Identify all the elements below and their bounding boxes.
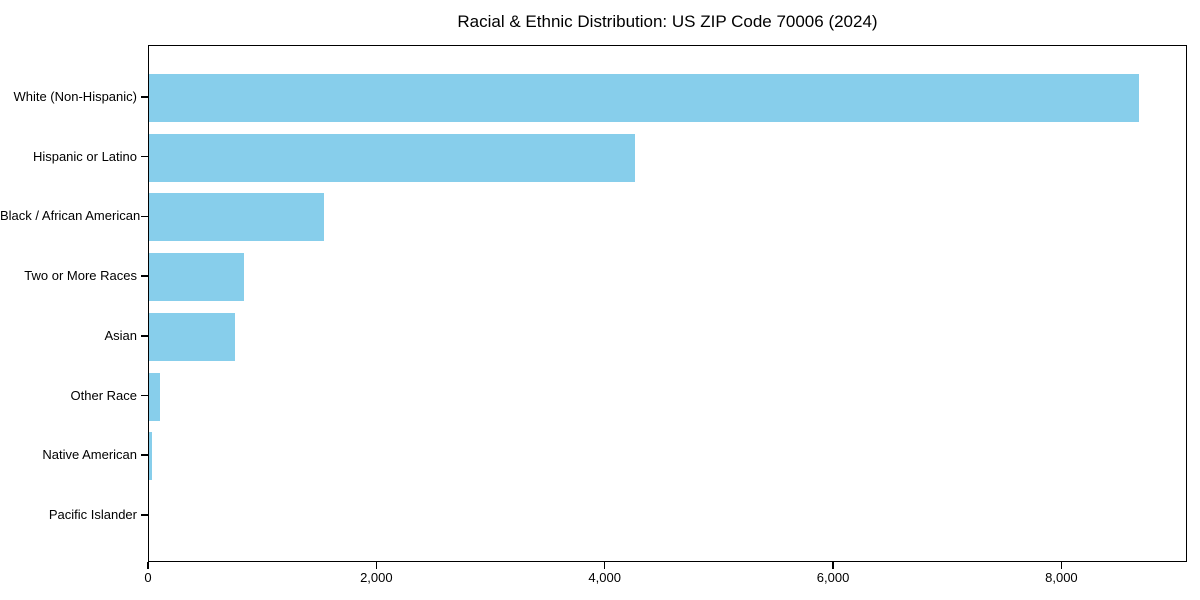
y-axis-tick-mark bbox=[141, 454, 148, 456]
y-axis-tick-mark bbox=[141, 215, 148, 218]
x-axis-tick-mark bbox=[1060, 562, 1063, 569]
y-axis-tick-mark bbox=[141, 335, 148, 337]
y-axis-tick-mark bbox=[141, 394, 148, 397]
y-axis-label-hispanic-or-latino: Hispanic or Latino bbox=[32, 148, 137, 164]
y-axis-tick-mark bbox=[141, 514, 148, 516]
y-axis-label-pacific-islander: Pacific Islander bbox=[48, 506, 137, 522]
y-axis-label-two-or-more-races: Two or More Races bbox=[24, 268, 137, 284]
y-axis-label-asian: Asian bbox=[104, 327, 137, 343]
x-axis-tick-label: 8,000 bbox=[1045, 570, 1078, 585]
bar-two-or-more-races bbox=[149, 253, 244, 302]
chart-title: Racial & Ethnic Distribution: US ZIP Cod… bbox=[457, 12, 878, 31]
plot-area bbox=[148, 45, 1187, 562]
bar-asian bbox=[149, 312, 235, 361]
y-axis-label-white-non-hispanic: White (Non-Hispanic) bbox=[13, 89, 137, 104]
x-axis-tick-mark bbox=[603, 562, 606, 569]
x-axis-tick-label: 0 bbox=[144, 570, 152, 585]
bar-hispanic-or-latino bbox=[149, 133, 636, 182]
y-axis-tick-mark bbox=[141, 275, 148, 277]
bar-white-non-hispanic bbox=[149, 74, 1139, 122]
x-axis-tick-label: 4,000 bbox=[588, 570, 621, 585]
x-axis-tick-label: 2,000 bbox=[360, 570, 393, 585]
x-axis-tick-label: 6,000 bbox=[816, 570, 850, 585]
x-axis-tick-mark bbox=[375, 562, 378, 569]
y-axis-label-native-american: Native American bbox=[42, 447, 137, 463]
bar-black-african-american bbox=[149, 193, 324, 242]
x-axis-tick-mark bbox=[147, 562, 149, 569]
bar-other-race bbox=[149, 372, 161, 421]
y-axis-tick-mark bbox=[141, 96, 148, 98]
y-axis-label-black-african-american: Black / African American bbox=[0, 208, 141, 224]
y-axis-label-other-race: Other Race bbox=[70, 387, 137, 403]
x-axis-tick-mark bbox=[832, 562, 834, 569]
bar-native-american bbox=[149, 432, 153, 481]
y-axis-tick-mark bbox=[141, 155, 148, 158]
